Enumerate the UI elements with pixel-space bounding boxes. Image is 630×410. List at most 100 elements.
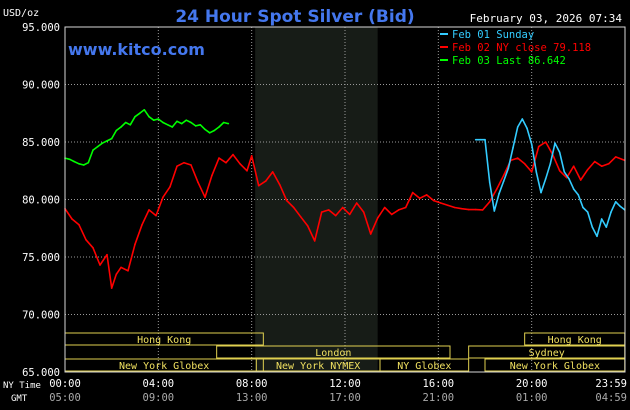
series-point	[239, 163, 241, 165]
series-point	[404, 206, 407, 209]
series-point	[197, 181, 199, 184]
series-point	[124, 121, 127, 124]
series-point	[227, 122, 230, 125]
series-point	[92, 247, 94, 249]
source-label: www.kitco.com	[68, 40, 205, 59]
series-point	[484, 138, 486, 141]
series-point	[341, 206, 344, 209]
series-point	[171, 126, 174, 128]
series-point	[516, 157, 519, 159]
series-point	[141, 224, 143, 226]
series-point	[577, 194, 580, 196]
series-point	[166, 124, 169, 126]
series-point	[446, 204, 449, 207]
series-point	[87, 161, 90, 164]
series-point	[180, 122, 183, 125]
series-point	[563, 171, 566, 173]
session-label: Hong Kong	[137, 335, 191, 346]
y-tick-label: 95.000	[22, 22, 60, 34]
series-point	[218, 126, 220, 128]
legend-entry: Feb 03 Last 86.642	[452, 55, 566, 67]
chart-title: 24 Hour Spot Silver (Bid)	[175, 7, 414, 27]
series-point	[605, 226, 608, 228]
series-point	[334, 214, 337, 217]
series-point	[432, 199, 435, 202]
series-point	[369, 233, 372, 235]
series-point	[92, 149, 94, 151]
series-point	[327, 209, 330, 211]
series-point	[537, 145, 540, 148]
series-point	[535, 171, 538, 173]
series-point	[397, 209, 400, 211]
session-label: NY Globex	[397, 361, 451, 372]
series-point	[213, 129, 216, 132]
y-tick-label: 65.000	[22, 367, 60, 379]
series-point	[285, 199, 288, 202]
legend-entry: Feb 01 Sunday	[452, 29, 534, 41]
series-point	[474, 138, 477, 141]
x-tick-label-gmt: 17:00	[329, 392, 361, 404]
series-point	[521, 118, 524, 120]
price-series	[64, 109, 626, 289]
series-point	[572, 165, 575, 167]
series-point	[250, 155, 253, 157]
series-point	[582, 206, 584, 209]
x-tick-label-ny: 00:00	[49, 378, 81, 390]
series-point	[614, 201, 617, 203]
y-unit-label: USD/oz	[3, 8, 39, 19]
series-point	[320, 211, 323, 213]
series-point	[292, 206, 295, 209]
series-point	[222, 121, 225, 124]
x-tick-label-ny: 12:00	[329, 378, 361, 390]
series-point	[479, 138, 482, 141]
series-point	[390, 213, 393, 216]
series-point	[82, 164, 85, 166]
series-point	[115, 273, 118, 276]
series-point	[600, 218, 603, 220]
series-point	[208, 132, 211, 134]
series-point	[194, 125, 197, 127]
series-point	[185, 119, 188, 121]
series-point	[411, 191, 414, 194]
y-tick-label: 90.000	[22, 80, 60, 92]
series-point	[607, 163, 610, 165]
y-tick-label: 80.000	[22, 195, 60, 207]
series-point	[264, 180, 267, 182]
x-tick-label-ny: 04:00	[143, 378, 175, 390]
series-point	[558, 151, 561, 154]
series-point	[96, 145, 99, 148]
x-tick-label-gmt: 21:00	[423, 392, 455, 404]
x-tick-label-gmt: 04:59	[595, 392, 627, 404]
series-point	[134, 243, 136, 246]
series-point	[586, 211, 589, 213]
series-point	[106, 253, 108, 256]
series-point	[488, 201, 491, 203]
series-point	[232, 153, 234, 156]
x-tick-label-gmt: 13:00	[236, 392, 268, 404]
series-point	[572, 188, 575, 190]
series-point	[204, 128, 206, 131]
series-point	[593, 160, 596, 163]
series-point	[554, 142, 556, 144]
series-point	[148, 115, 150, 118]
series-point	[85, 239, 87, 241]
legend-entry: Feb 02 NY close 79.118	[452, 42, 591, 54]
series-point	[78, 224, 80, 226]
series-point	[467, 208, 470, 211]
series-point	[78, 163, 80, 165]
series-point	[523, 163, 526, 165]
series-point	[549, 163, 552, 165]
x-tick-label-gmt: 09:00	[143, 392, 175, 404]
series-point	[516, 126, 519, 128]
series-point	[619, 205, 622, 208]
series-point	[495, 188, 498, 190]
series-point	[313, 240, 316, 242]
series-point	[120, 266, 122, 269]
series-point	[348, 213, 351, 216]
series-point	[530, 143, 533, 146]
series-point	[579, 179, 582, 181]
series-point	[600, 165, 603, 167]
series-point	[614, 156, 617, 158]
series-point	[225, 161, 227, 164]
